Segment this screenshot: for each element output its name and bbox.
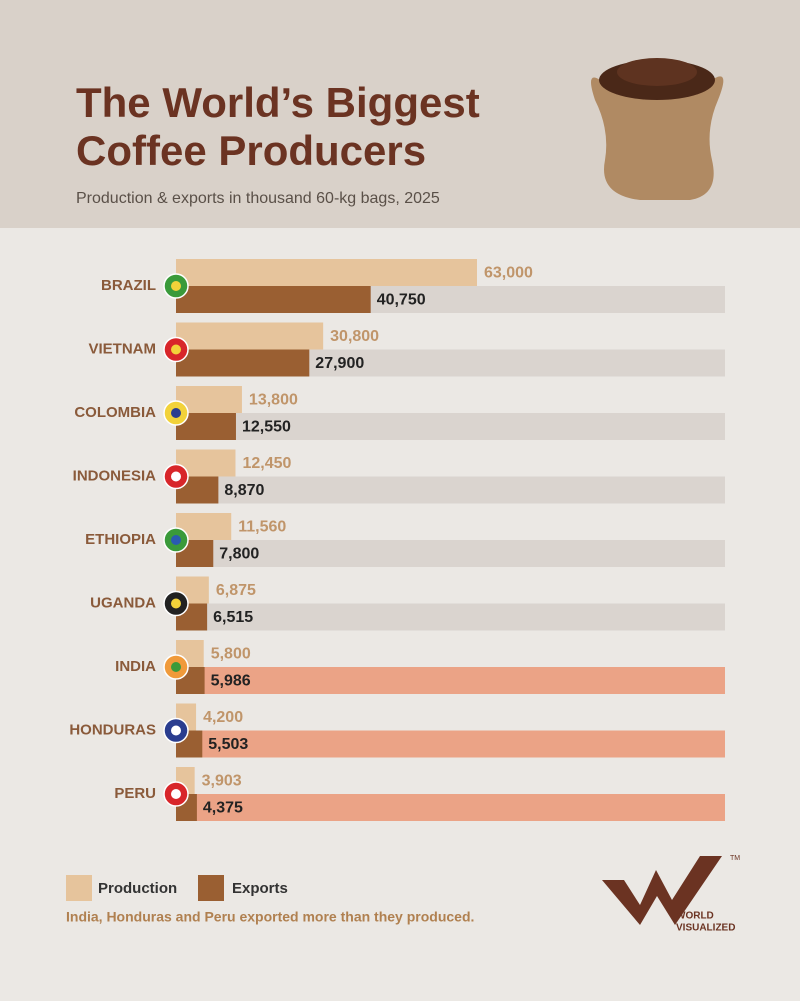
- track: [176, 413, 725, 440]
- value-label: 6,875: [216, 582, 256, 599]
- bar: [176, 286, 371, 313]
- subtitle: Production & exports in thousand 60-kg b…: [76, 190, 440, 207]
- coffee-bag: [591, 58, 724, 200]
- flag-emblem: [171, 789, 181, 799]
- flag-emblem: [171, 281, 181, 291]
- bag: [591, 76, 724, 200]
- value-label: 7,800: [219, 546, 259, 563]
- value-label: 30,800: [330, 328, 379, 345]
- category-label: BRAZIL: [101, 277, 156, 294]
- category-label: VIETNAM: [89, 340, 157, 357]
- flag-emblem: [171, 471, 181, 482]
- bar: [176, 349, 310, 377]
- category-label: PERU: [114, 785, 156, 802]
- legend-label: Exports: [232, 880, 288, 897]
- logo-tm: TM: [730, 855, 740, 862]
- track: [176, 476, 725, 504]
- logo-text: VISUALIZED: [676, 923, 735, 934]
- value-label: 12,450: [242, 455, 291, 472]
- legend-label: Production: [98, 880, 177, 897]
- category-label: INDONESIA: [73, 467, 157, 484]
- value-label: 4,200: [203, 709, 243, 726]
- value-label: 27,900: [315, 355, 364, 372]
- value-label: 11,560: [238, 519, 286, 536]
- flag-emblem: [171, 662, 181, 672]
- flag-emblem: [171, 344, 181, 355]
- bar: [176, 322, 324, 350]
- flag-emblem: [171, 408, 181, 418]
- category-label: UGANDA: [90, 594, 156, 611]
- track: [176, 603, 725, 631]
- bar: [176, 259, 477, 286]
- category-label: HONDURAS: [69, 721, 156, 738]
- value-label: 3,903: [202, 773, 242, 790]
- legend-swatch: [198, 875, 224, 901]
- track: [176, 730, 725, 758]
- category-label: ETHIOPIA: [85, 531, 156, 548]
- category-label: INDIA: [115, 658, 156, 675]
- value-label: 4,375: [203, 800, 243, 817]
- track: [176, 540, 725, 567]
- beans: [617, 58, 697, 86]
- title: Coffee Producers: [76, 127, 426, 174]
- category-label: COLOMBIA: [74, 404, 156, 421]
- value-label: 6,515: [213, 609, 253, 626]
- value-label: 40,750: [377, 292, 426, 309]
- flag-emblem: [171, 598, 181, 609]
- value-label: 12,550: [242, 419, 291, 436]
- legend-swatch: [66, 875, 92, 901]
- logo: TM WORLD VISUALIZED: [602, 855, 740, 934]
- note: India, Honduras and Peru exported more t…: [66, 909, 474, 925]
- chart: 63,000 40,750 BRAZIL 30,800 27,900 VIETNAM 13,…: [69, 259, 725, 821]
- flag-emblem: [171, 725, 181, 736]
- value-label: 63,000: [484, 265, 533, 282]
- logo-mark: [602, 856, 722, 925]
- value-label: 5,800: [211, 646, 251, 663]
- track: [176, 794, 725, 821]
- value-label: 13,800: [249, 392, 298, 409]
- logo-text: WORLD: [676, 911, 714, 922]
- flag-emblem: [171, 535, 181, 545]
- track: [176, 667, 725, 694]
- value-label: 5,503: [208, 736, 248, 753]
- value-label: 5,986: [211, 673, 251, 690]
- value-label: 8,870: [224, 482, 264, 499]
- title: The World’s Biggest: [76, 79, 480, 126]
